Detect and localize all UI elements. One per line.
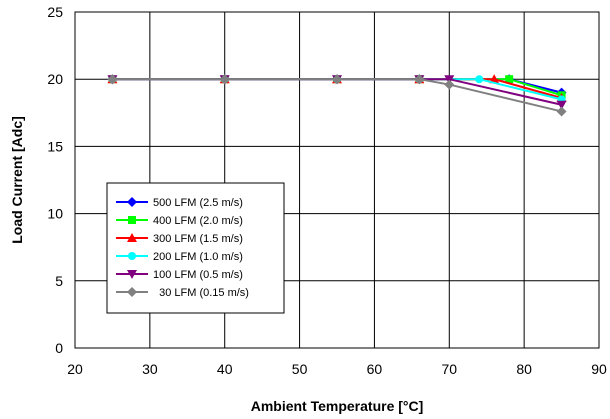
series-line-5 xyxy=(112,78,562,113)
x-tick-labels: 20 30 40 50 60 70 80 90 xyxy=(67,361,607,377)
x-tick-label-7: 90 xyxy=(591,361,607,377)
legend-swatch-marker-0 xyxy=(127,197,137,207)
legend-item-0: 500 LFM (2.5 m/s) xyxy=(116,197,243,209)
legend-item-5: 30 LFM (0.15 m/s) xyxy=(116,287,249,299)
legend-label-2: 300 LFM (1.5 m/s) xyxy=(153,233,243,245)
legend-swatch-marker-1 xyxy=(128,216,136,224)
y-tick-label-2: 10 xyxy=(47,206,63,222)
x-tick-label-3: 50 xyxy=(292,361,308,377)
x-tick-label-6: 80 xyxy=(516,361,532,377)
x-tick-label-0: 20 xyxy=(67,361,83,377)
legend-swatch-marker-2 xyxy=(127,233,137,242)
series-layer xyxy=(107,74,567,117)
legend-label-3: 200 LFM (1.0 m/s) xyxy=(153,251,243,263)
y-tick-label-3: 15 xyxy=(47,138,63,154)
data-point-5-2 xyxy=(332,74,342,85)
legend: 500 LFM (2.5 m/s) 400 LFM (2.0 m/s) 300 LF… xyxy=(106,182,285,314)
legend-item-2: 300 LFM (1.5 m/s) xyxy=(116,233,243,245)
legend-item-4: 100 LFM (0.5 m/s) xyxy=(116,269,243,281)
data-point-1-4 xyxy=(505,75,514,84)
x-tick-label-2: 40 xyxy=(217,361,233,377)
legend-swatch-marker-4 xyxy=(127,270,137,279)
series-5 xyxy=(107,74,567,117)
plot-area-frame xyxy=(74,11,600,349)
legend-label-4: 100 LFM (0.5 m/s) xyxy=(153,269,243,281)
data-point-5-3 xyxy=(414,74,425,85)
y-tick-label-1: 5 xyxy=(55,273,63,289)
x-tick-label-4: 60 xyxy=(367,361,383,377)
data-point-5-1 xyxy=(219,74,230,85)
data-point-5-5 xyxy=(556,106,567,117)
y-tick-label-4: 20 xyxy=(47,71,63,87)
x-tick-label-5: 70 xyxy=(441,361,457,377)
legend-label-1: 400 LFM (2.0 m/s) xyxy=(153,215,243,227)
y-axis-label: Load Current [Adc] xyxy=(9,116,25,244)
x-tick-label-1: 30 xyxy=(142,361,158,377)
legend-item-1: 400 LFM (2.0 m/s) xyxy=(116,215,243,227)
legend-swatch-marker-5 xyxy=(127,287,137,297)
data-point-5-4 xyxy=(444,79,455,90)
y-tick-labels: 0 5 10 15 20 25 xyxy=(47,4,63,356)
legend-swatch-marker-3 xyxy=(128,252,136,260)
data-point-4-5 xyxy=(556,100,567,110)
legend-item-3: 200 LFM (1.0 m/s) xyxy=(116,251,243,263)
data-point-2-4 xyxy=(489,74,500,84)
x-axis-label: Ambient Temperature [°C] xyxy=(251,398,424,414)
legend-label-0: 500 LFM (2.5 m/s) xyxy=(153,197,243,209)
y-tick-label-0: 0 xyxy=(55,340,63,356)
data-point-5-0 xyxy=(107,74,118,85)
data-point-3-4 xyxy=(475,75,484,84)
legend-label-5: 30 LFM (0.15 m/s) xyxy=(153,287,249,299)
y-tick-label-5: 25 xyxy=(47,4,63,20)
